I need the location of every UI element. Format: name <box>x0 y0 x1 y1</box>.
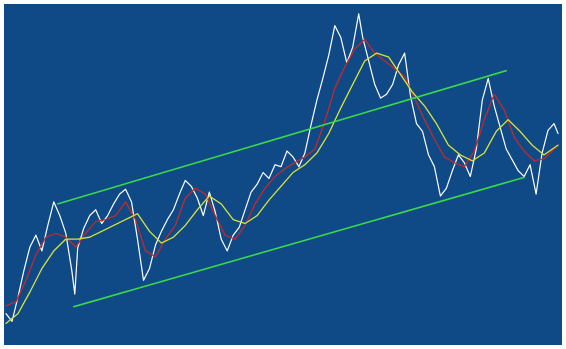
series-line-price <box>5 13 559 322</box>
series-line-ma-short <box>5 38 559 307</box>
plot-background <box>4 4 562 345</box>
series-line-channel-lower <box>73 176 525 308</box>
series-layer <box>5 13 559 325</box>
series-line-channel-upper <box>57 69 507 205</box>
series-line-ma-long <box>5 52 559 325</box>
